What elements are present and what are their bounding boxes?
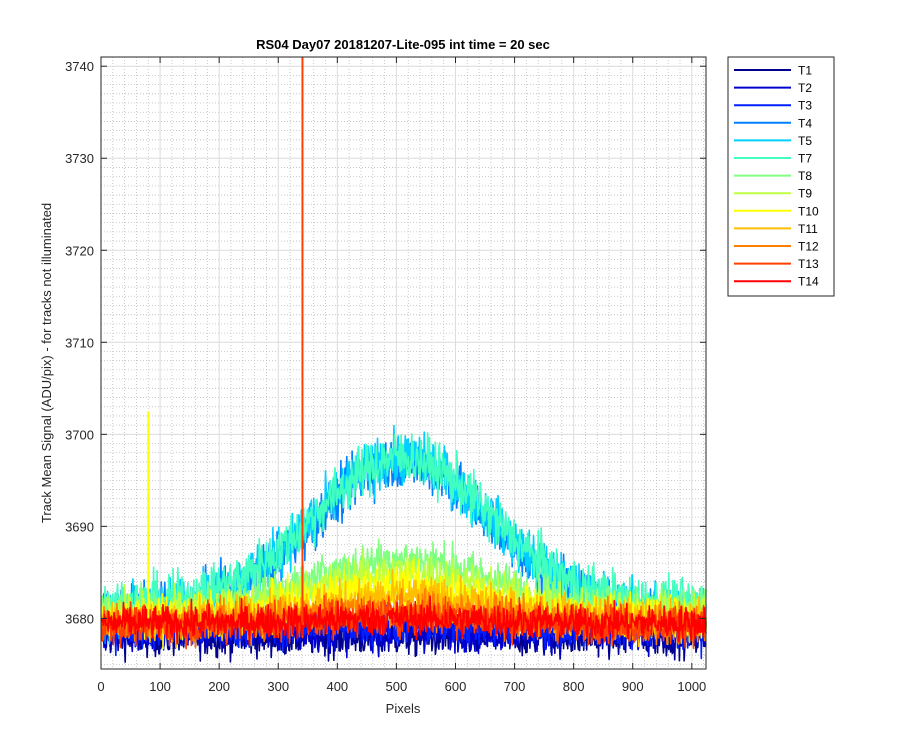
x-tick-label: 300	[267, 679, 289, 694]
x-tick-label: 600	[445, 679, 467, 694]
x-tick-label: 700	[504, 679, 526, 694]
plot-area	[101, 57, 706, 669]
spike-layer	[147, 57, 304, 625]
series-layer	[100, 424, 707, 663]
y-tick-label: 3690	[65, 519, 94, 534]
legend-label-T3: T3	[798, 99, 812, 113]
y-tick-label: 3700	[65, 427, 94, 442]
x-axis-label: Pixels	[386, 701, 421, 716]
legend-label-T8: T8	[798, 169, 812, 183]
y-tick-label: 3710	[65, 335, 94, 350]
legend-label-T4: T4	[798, 116, 812, 130]
x-tick-label: 1000	[677, 679, 706, 694]
plot-frame	[100, 56, 707, 670]
legend-label-T2: T2	[798, 81, 812, 95]
chart-title: RS04 Day07 20181207-Lite-095 int time = …	[256, 37, 550, 52]
x-tick-label: 0	[97, 679, 104, 694]
legend-label-T9: T9	[798, 187, 812, 201]
series-line-T14	[100, 595, 707, 646]
legend-label-T1: T1	[798, 64, 812, 78]
legend-label-T10: T10	[798, 204, 819, 218]
y-tick-label: 3680	[65, 611, 94, 626]
x-tick-label: 800	[563, 679, 585, 694]
x-tick-label: 100	[149, 679, 171, 694]
legend-label-T14: T14	[798, 275, 819, 289]
x-tick-label: 200	[208, 679, 230, 694]
legend-label-T12: T12	[798, 240, 819, 254]
x-tick-label: 500	[386, 679, 408, 694]
y-tick-label: 3720	[65, 243, 94, 258]
series-line-T7	[100, 432, 707, 639]
y-axis-label: Track Mean Signal (ADU/pix) - for tracks…	[39, 203, 54, 523]
legend-label-T7: T7	[798, 152, 812, 166]
y-tick-label: 3740	[65, 59, 94, 74]
legend-label-T5: T5	[798, 134, 812, 148]
legend-label-T11: T11	[798, 222, 818, 236]
x-axis: 0 100 200 300 400 500 600 700 800 900 1000	[97, 57, 706, 694]
legend-label-T13: T13	[798, 257, 819, 271]
y-tick-label: 3730	[65, 151, 94, 166]
x-tick-label: 400	[326, 679, 348, 694]
legend: T1 T2 T3 T4 T5 T7 T8 T9 T10 T11 T12 T13 T14	[727, 56, 835, 297]
y-axis: 3680 3690 3700 3710 3720 3730 3740	[65, 59, 706, 626]
x-tick-label: 900	[622, 679, 644, 694]
